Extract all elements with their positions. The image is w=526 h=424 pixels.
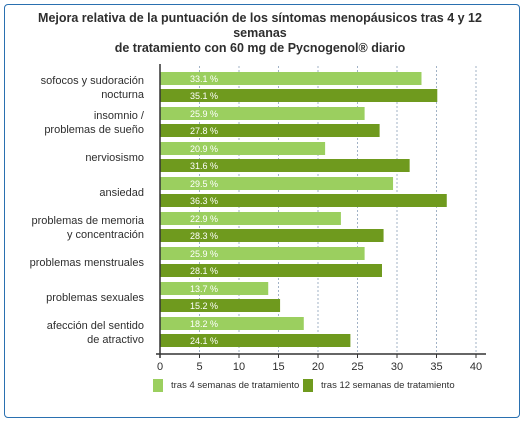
category-label: afección del sentido <box>47 320 144 332</box>
category-label: nocturna <box>101 89 145 101</box>
chart-title: Mejora relativa de la puntuación de los … <box>30 11 490 56</box>
bar-data-label: 27.8 % <box>190 126 218 136</box>
category-label: de atractivo <box>87 334 144 346</box>
x-tick-label: 35 <box>430 361 442 373</box>
x-tick-label: 20 <box>312 361 324 373</box>
x-tick-label: 30 <box>391 361 403 373</box>
bar-data-label: 28.3 % <box>190 231 218 241</box>
x-tick-label: 0 <box>157 361 163 373</box>
bar-data-label: 15.2 % <box>190 301 218 311</box>
category-label: insomnio / <box>94 110 145 122</box>
category-label: problemas sexuales <box>46 292 144 304</box>
chart-title-line2: de tratamiento con 60 mg de Pycnogenol® … <box>114 41 406 55</box>
legend-label: tras 4 semanas de tratamiento <box>171 380 299 391</box>
category-label: nerviosismo <box>85 152 144 164</box>
category-label: y concentración <box>67 229 144 241</box>
bar <box>160 317 304 330</box>
bar-data-label: 13.7 % <box>190 284 218 294</box>
bar <box>160 177 394 190</box>
bar-data-label: 35.1 % <box>190 91 218 101</box>
bar-data-label: 28.1 % <box>190 266 218 276</box>
bar-data-label: 29.5 % <box>190 179 218 189</box>
x-tick-label: 15 <box>272 361 284 373</box>
bar-data-label: 36.3 % <box>190 196 218 206</box>
bar-data-label: 22.9 % <box>190 214 218 224</box>
x-tick-label: 10 <box>233 361 245 373</box>
bar-data-label: 25.9 % <box>190 109 218 119</box>
x-tick-label: 40 <box>470 361 482 373</box>
bar-data-label: 31.6 % <box>190 161 218 171</box>
legend-label: tras 12 semanas de tratamiento <box>321 380 455 391</box>
bar <box>160 247 365 260</box>
bar <box>160 194 447 207</box>
bar <box>160 142 326 155</box>
chart-title-line1: Mejora relativa de la puntuación de los … <box>38 11 482 40</box>
bar <box>160 124 380 137</box>
category-label: sofocos y sudoración <box>41 75 144 87</box>
bar-data-label: 18.2 % <box>190 319 218 329</box>
legend-swatch <box>153 379 163 392</box>
bar-data-label: 20.9 % <box>190 144 218 154</box>
bar <box>160 212 341 225</box>
bar <box>160 107 365 120</box>
legend-swatch <box>303 379 313 392</box>
bar <box>160 299 281 312</box>
category-label: ansiedad <box>99 187 144 199</box>
category-label: problemas de memoria <box>32 215 145 227</box>
bar <box>160 72 422 85</box>
bar <box>160 334 351 347</box>
bar <box>160 159 410 172</box>
bar-data-label: 25.9 % <box>190 249 218 259</box>
bar <box>160 89 438 102</box>
category-label: problemas de sueño <box>44 124 144 136</box>
bar-data-label: 33.1 % <box>190 74 218 84</box>
category-label: problemas menstruales <box>30 257 145 269</box>
x-tick-label: 5 <box>196 361 202 373</box>
bar <box>160 229 384 242</box>
bar-data-label: 24.1 % <box>190 336 218 346</box>
x-tick-label: 25 <box>351 361 363 373</box>
bar <box>160 264 382 277</box>
bar <box>160 282 269 295</box>
